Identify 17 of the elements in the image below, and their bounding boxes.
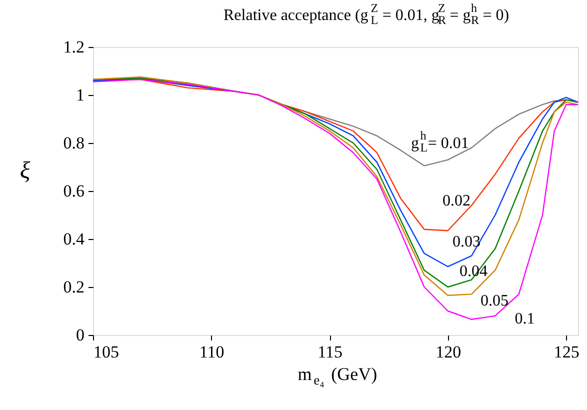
x-tick-label: 105 <box>94 342 119 362</box>
x-tick-label: 125 <box>554 342 580 362</box>
y-tick-label: 0.8 <box>63 134 84 152</box>
y-tick-label: 1.2 <box>63 38 84 56</box>
y-tick-label: 1 <box>76 86 84 104</box>
series-label: 0.05 <box>480 292 508 310</box>
x-tick-label: 115 <box>318 342 343 362</box>
series-label: 0.1 <box>514 310 535 328</box>
series-label: 0.02 <box>442 192 470 210</box>
y-tick-label: 0.2 <box>63 278 84 296</box>
x-tick-label: 110 <box>199 342 224 362</box>
x-tick-label: 120 <box>436 342 462 362</box>
y-tick-label: 0 <box>76 326 84 344</box>
y-tick-label: 0.6 <box>63 182 84 200</box>
y-tick-label: 0.4 <box>63 230 85 248</box>
series-label: 0.03 <box>452 234 480 251</box>
y-axis-title: ξ <box>20 158 31 184</box>
